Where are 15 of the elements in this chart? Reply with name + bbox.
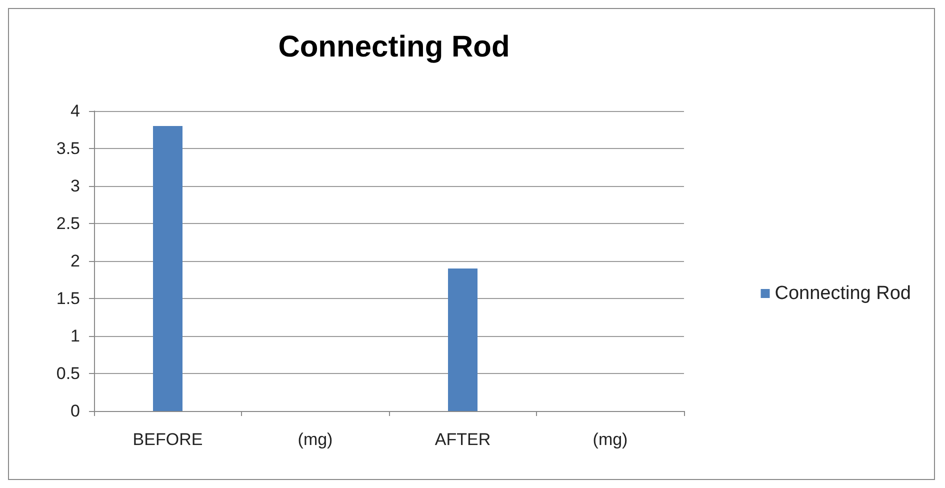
x-tick-label: AFTER: [434, 430, 491, 449]
x-tick-label: (mg): [592, 430, 628, 449]
y-tick-label: 1: [70, 326, 80, 346]
legend-label: Connecting Rod: [774, 283, 912, 304]
y-tick-label: 2.5: [56, 214, 80, 233]
x-tick-label: (mg): [298, 430, 333, 449]
y-tick-label: 4: [70, 102, 80, 120]
y-tick-label: 2: [70, 252, 80, 270]
y-tick-label: 3: [70, 176, 80, 196]
y-tick-label: 1.5: [56, 289, 80, 308]
y-tick-label: 0: [70, 402, 80, 420]
y-tick-label: 0.5: [56, 364, 80, 383]
y-tick-label: 3.5: [56, 139, 80, 158]
chart-title: Connecting Rod: [278, 30, 510, 64]
x-tick-label: BEFORE: [132, 430, 203, 449]
